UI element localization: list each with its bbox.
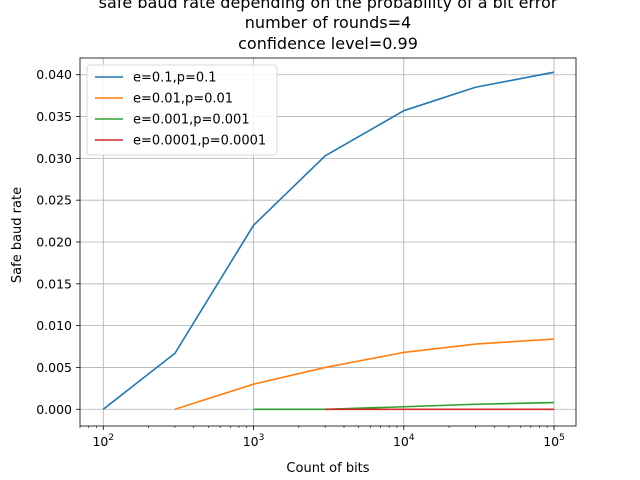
x-tick-label-exponent: 4 (409, 433, 415, 443)
legend-label: e=0.1,p=0.1 (133, 71, 217, 86)
x-axis-label: Count of bits (286, 461, 369, 476)
legend: e=0.1,p=0.1 e=0.01,p=0.01 e=0.001,p=0.001 e… (86, 64, 278, 156)
x-tick-label-base: 10 (92, 434, 108, 449)
series-line-2 (174, 338, 555, 411)
y-axis-label: Safe baud rate (10, 187, 25, 283)
chart-title-line-2: number of rounds=4 (245, 13, 411, 32)
legend-label: e=0.001,p=0.001 (133, 113, 250, 128)
x-tick-label: 105 (543, 433, 565, 449)
series-line-3 (253, 401, 555, 411)
x-tick-label-exponent: 3 (259, 433, 265, 443)
series-line-1 (102, 71, 555, 410)
x-tick-label-base: 10 (543, 434, 559, 449)
chart-title: safe baud rate depending on the probabil… (99, 0, 558, 53)
y-tick-label: 0.030 (36, 151, 72, 166)
y-tick-label: 0.040 (36, 67, 72, 82)
y-tick-label: 0.020 (36, 235, 72, 250)
legend-box (86, 64, 278, 156)
y-tick-label: 0.025 (36, 193, 72, 208)
x-tick-label-base: 10 (393, 434, 409, 449)
chart-title-line-1: safe baud rate depending on the probabil… (99, 0, 558, 12)
x-tick-label: 103 (243, 433, 265, 449)
x-tick-label-base: 10 (243, 434, 259, 449)
x-axis: 102 103 104 105 (79, 426, 565, 449)
chart-title-line-3: confidence level=0.99 (238, 34, 418, 53)
legend-label: e=0.01,p=0.01 (133, 92, 233, 107)
legend-label: e=0.0001,p=0.0001 (133, 134, 266, 149)
y-axis: 0.000 0.005 0.010 0.015 0.020 0.025 0.030 0.035… (36, 67, 80, 417)
plot-area (102, 71, 555, 411)
x-tick-label-exponent: 2 (108, 433, 114, 443)
y-tick-label: 0.005 (36, 360, 72, 375)
y-tick-label: 0.000 (36, 402, 72, 417)
y-tick-label: 0.035 (36, 109, 72, 124)
y-tick-label: 0.015 (36, 276, 72, 291)
x-tick-label-exponent: 5 (559, 433, 565, 443)
x-tick-label: 102 (92, 433, 114, 449)
y-tick-label: 0.010 (36, 318, 72, 333)
x-tick-label: 104 (393, 433, 415, 449)
